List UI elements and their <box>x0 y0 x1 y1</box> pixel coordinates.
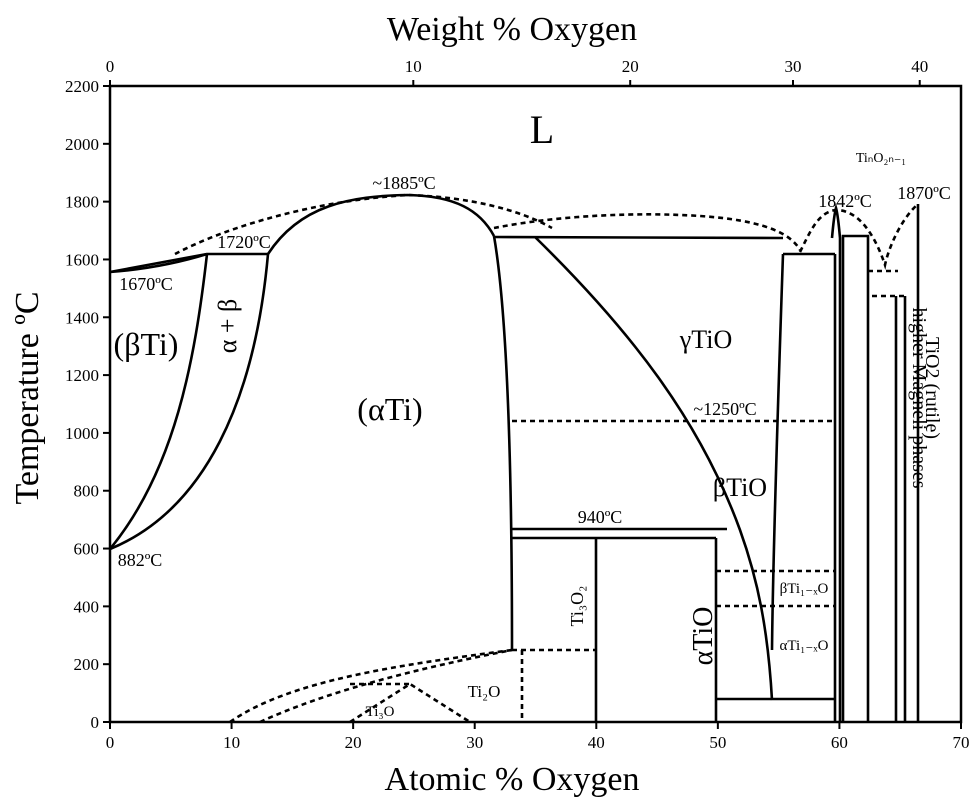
phase-boundaries <box>108 193 920 722</box>
beta-tio-label: βTiO <box>713 473 767 502</box>
alpha-ti-dome <box>266 193 496 255</box>
x-bottom-tick-label: 40 <box>588 733 605 752</box>
y-tick-label: 0 <box>91 713 100 732</box>
y-tick-label: 600 <box>74 540 100 559</box>
y-tick-label: 400 <box>74 597 100 616</box>
x-top-axis-ticks: 0 10 20 30 40 <box>106 57 928 86</box>
ti3o-left-cross <box>349 682 471 724</box>
ordering-dome-left <box>229 648 513 724</box>
beta-liquidus <box>109 252 208 274</box>
alpha-beta-label: α + β <box>213 299 242 354</box>
x-bottom-tick-label: 60 <box>831 733 848 752</box>
ti2o-label: Ti₂O <box>468 682 501 701</box>
temp-1720-label: 1720ºC <box>217 232 271 252</box>
temp-1870-label: 1870ºC <box>897 183 951 203</box>
x-bottom-tick-label: 30 <box>466 733 483 752</box>
ti3o-label: Ti₃O <box>366 704 395 720</box>
gamma-tio-left-boundary <box>534 236 774 701</box>
liquid-label: L <box>530 107 554 152</box>
liquidus-dashed-right <box>798 203 919 271</box>
ti2o3-compound <box>830 203 842 722</box>
x-bottom-tick-label: 0 <box>106 733 115 752</box>
x-bottom-tick-label: 50 <box>709 733 726 752</box>
temp-1250-label: ~1250ºC <box>693 399 756 419</box>
magneli-label: higher Magneli phases <box>908 307 930 488</box>
alpha-beta-boundary <box>109 253 270 551</box>
y-axis-title: Temperature ºC <box>9 291 46 504</box>
x-bottom-axis-title: Atomic % Oxygen <box>385 761 640 798</box>
alpha-ti1xo-label: αTi₁₋ₓO <box>780 638 829 654</box>
ti3o2-label: Ti₃O₂ <box>567 586 587 627</box>
temp-1670-label: 1670ºC <box>119 274 173 294</box>
ti3o5-box <box>841 234 870 722</box>
y-axis-ticks: 0 200 400 600 800 1000 1200 1400 1600 1800 2000 220… <box>65 77 110 732</box>
plot-frame <box>108 84 963 724</box>
gamma-tio-right-boundary <box>770 253 785 651</box>
beta-ti-label: (βTi) <box>114 326 179 362</box>
gamma-tio-label: γTiO <box>679 325 732 354</box>
liquidus-dashed-left <box>174 193 553 256</box>
alpha-tio-label: αTiO <box>688 607 719 666</box>
ordering-dome-inner <box>259 648 513 724</box>
x-bottom-axis-ticks: 0 10 20 30 40 50 60 70 <box>106 722 970 752</box>
x-top-tick-label: 0 <box>106 57 115 76</box>
y-tick-label: 1000 <box>65 424 99 443</box>
y-tick-label: 200 <box>74 655 100 674</box>
x-top-tick-label: 30 <box>785 57 802 76</box>
y-tick-label: 1200 <box>65 366 99 385</box>
rutile-label: TiO2 (rutile) <box>921 337 943 439</box>
y-tick-label: 1800 <box>65 193 99 212</box>
x-top-tick-label: 20 <box>622 57 639 76</box>
temp-1842-label: 1842ºC <box>818 191 872 211</box>
temp-1885-label: ~1885ºC <box>372 173 435 193</box>
y-tick-label: 2000 <box>65 135 99 154</box>
x-bottom-tick-label: 10 <box>223 733 240 752</box>
x-top-tick-label: 10 <box>405 57 422 76</box>
y-tick-label: 800 <box>74 482 100 501</box>
x-top-axis-title: Weight % Oxygen <box>387 11 637 48</box>
beta-transus <box>108 253 209 550</box>
tino-label: TiₙO₂ₙ₋₁ <box>856 151 906 166</box>
x-bottom-tick-label: 70 <box>953 733 970 752</box>
y-tick-label: 1600 <box>65 250 99 269</box>
x-bottom-tick-label: 20 <box>345 733 362 752</box>
y-tick-label: 1400 <box>65 308 99 327</box>
x-top-tick-label: 40 <box>911 57 928 76</box>
y-tick-label: 2200 <box>65 77 99 96</box>
dashed-boundaries <box>174 193 919 724</box>
alpha-ti-right-solvus <box>492 235 514 651</box>
beta-solidus <box>109 252 208 274</box>
beta-ti1xo-label: βTi₁₋ₓO <box>780 581 829 597</box>
alpha-ti-label: (αTi) <box>357 391 422 427</box>
temp-882-label: 882ºC <box>118 550 163 570</box>
eutectic-line-1770 <box>493 235 784 240</box>
liquidus-dashed-middle <box>493 213 802 251</box>
temp-940-label: 940ºC <box>578 507 623 527</box>
